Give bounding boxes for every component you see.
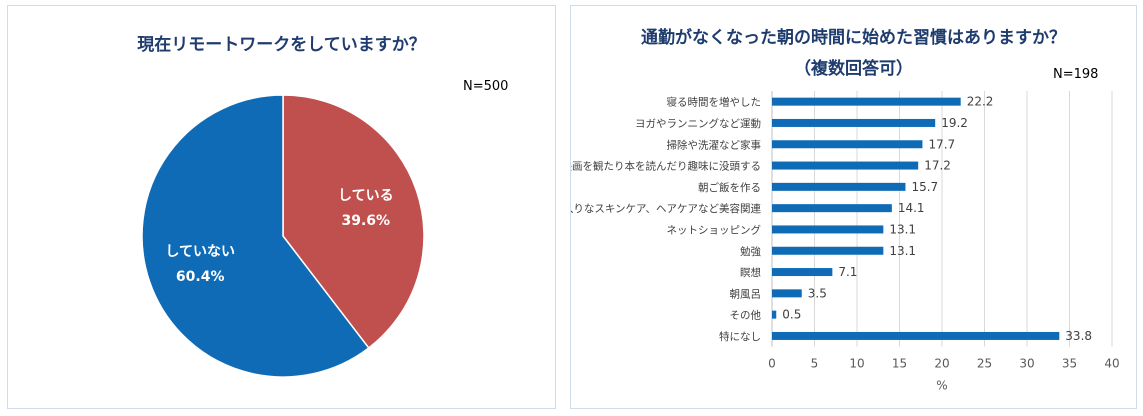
pie-slice-label: している <box>338 188 394 204</box>
bar-value-label: 13.1 <box>889 244 916 258</box>
pie-slice <box>282 94 425 350</box>
pie-slice <box>141 94 370 378</box>
bar-sample-size: N=198 <box>1053 67 1099 82</box>
bar <box>772 118 936 127</box>
category-label: その他 <box>730 309 762 322</box>
x-tick-label: 25 <box>977 357 992 371</box>
category-label: 特になし <box>719 331 761 343</box>
category-label: 映画を観たり本を読んだり趣味に没頭する <box>571 160 761 173</box>
x-tick-label: 15 <box>892 357 907 371</box>
x-tick-label: 40 <box>1104 357 1119 371</box>
pie-chart-title: 現在リモートワークをしていますか？ <box>137 35 426 55</box>
bar-value-label: 22.2 <box>967 95 994 109</box>
bar <box>772 204 892 213</box>
bar-chart: 0 5 10 15 20 25 30 35 40% 寝る時間を増やした 22.2 ヨガやランニングなど… <box>571 91 1120 393</box>
category-label: 瞑想 <box>740 266 761 279</box>
x-tick-label: 5 <box>811 357 819 371</box>
bar <box>772 310 777 319</box>
x-tick-label: 20 <box>934 357 949 371</box>
bar <box>772 161 919 170</box>
bar-value-label: 0.5 <box>782 308 801 322</box>
category-label: 勉強 <box>740 245 761 258</box>
category-label: 念入りなスキンケア、ヘアケアなど美容関連 <box>571 202 761 215</box>
bar <box>772 225 884 234</box>
bar-value-label: 7.1 <box>838 265 857 279</box>
bar <box>772 331 1060 340</box>
category-label: ネットショッピング <box>667 223 762 236</box>
x-tick-label: 35 <box>1062 357 1077 371</box>
bar-chart-title-line1: 通勤がなくなった朝の時間に始めた習慣はありますか？ <box>641 28 1066 48</box>
category-label: ヨガやランニングなど運動 <box>635 117 761 130</box>
bar <box>772 140 923 149</box>
x-tick-label: 10 <box>849 357 864 371</box>
bar-value-label: 14.1 <box>898 201 925 215</box>
pie-slice-value-label: 39.6% <box>342 213 391 229</box>
category-label: 掃除や洗濯など家事 <box>667 138 762 151</box>
bar <box>772 182 906 191</box>
bar-value-label: 19.2 <box>941 116 968 130</box>
category-label: 朝ご飯を作る <box>698 181 761 194</box>
bar <box>772 97 961 106</box>
bar <box>772 289 802 298</box>
pie-slice-label: していない <box>165 244 235 260</box>
category-label: 朝風呂 <box>730 288 762 300</box>
pie-chart: している 39.6% していない 60.4% <box>141 94 425 378</box>
bar-value-label: 3.5 <box>808 286 827 300</box>
bar-chart-title-line2: （複数回答可） <box>794 59 913 79</box>
bar <box>772 246 884 255</box>
x-axis-label: % <box>936 379 947 393</box>
pie-slice-value-label: 60.4% <box>176 269 225 285</box>
bar-value-label: 33.8 <box>1065 329 1092 343</box>
category-label: 寝る時間を増やした <box>667 96 762 109</box>
bar-value-label: 15.7 <box>911 180 938 194</box>
bar-value-label: 17.2 <box>924 159 951 173</box>
bar-chart-panel: 通勤がなくなった朝の時間に始めた習慣はありますか？ （複数回答可） N=198 … <box>570 5 1137 409</box>
bar-value-label: 13.1 <box>889 222 916 236</box>
pie-chart-panel: 現在リモートワークをしていますか？ N=500 している 39.6% していない 60… <box>7 5 556 409</box>
x-tick-label: 30 <box>1019 357 1034 371</box>
bar-value-label: 17.7 <box>928 137 955 151</box>
bar <box>772 268 833 277</box>
x-tick-label: 0 <box>768 357 776 371</box>
pie-sample-size: N=500 <box>463 79 509 94</box>
